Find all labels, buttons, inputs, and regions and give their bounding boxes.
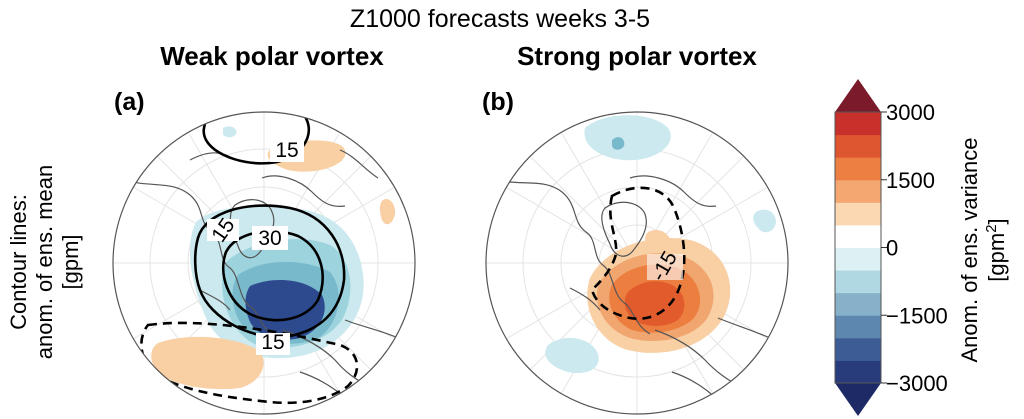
colorbar-bins — [835, 112, 881, 384]
panel-a-shading — [151, 126, 396, 390]
panel-a-contour-labels: 15 15 15 15 30 — [207, 88, 304, 355]
ylabel-line-2: anom. of ens. mean — [32, 165, 57, 359]
panel-b-pos-deep-region — [624, 281, 685, 326]
panel-a-contour-15-main — [193, 204, 346, 339]
panel-a-contour-label: 15 — [261, 331, 284, 354]
colorbar: 3000 1500 0 −1500 −3000 Anom. of ens. varian… — [834, 79, 1009, 416]
panel-a-contour-label: 15 — [229, 88, 252, 111]
colorbar-bin — [835, 179, 881, 203]
colorbar-bin — [835, 112, 881, 136]
colorbar-bin — [835, 134, 881, 158]
panel-a-label: (a) — [114, 88, 145, 116]
colorbar-bin — [835, 157, 881, 181]
panel-a-map-border — [112, 111, 416, 415]
panel-a-map-content: 15 15 15 15 30 — [113, 88, 415, 414]
panel-b-map-border — [485, 111, 789, 415]
colorbar-bin — [835, 224, 881, 248]
colorbar-label-line1: Anom. of ens. variance — [957, 137, 982, 362]
panel-a-title: Weak polar vortex — [160, 41, 384, 71]
colorbar-extend-max — [835, 79, 881, 112]
colorbar-bin — [835, 337, 881, 361]
panel-a-pos-atlantic — [151, 336, 264, 390]
colorbar-extend-min — [835, 383, 881, 416]
panel-a-contour-label: 15 — [275, 139, 298, 162]
colorbar-label: Anom. of ens. variance [gpm2] — [957, 137, 1009, 362]
panel-b-neg-north-core — [612, 137, 625, 150]
panel-a-pos-east — [379, 198, 396, 225]
panel-b-graticule — [486, 112, 788, 414]
colorbar-tick-label: 1500 — [886, 168, 935, 193]
colorbar-tick-label: −1500 — [886, 303, 948, 328]
colorbar-unit-sup: 2 — [983, 224, 1000, 232]
panel-b-title: Strong polar vortex — [517, 41, 757, 71]
panel-b-pos-arm — [645, 229, 672, 259]
colorbar-bin — [835, 315, 881, 339]
colorbar-bin — [835, 202, 881, 226]
panel-b-label: (b) — [482, 88, 514, 116]
left-axis-label: Contour lines: anom. of ens. mean [gpm] — [6, 165, 83, 359]
panel-b-neg-north — [584, 115, 671, 161]
colorbar-bin — [835, 360, 881, 384]
figure-suptitle: Z1000 forecasts weeks 3-5 — [350, 5, 650, 33]
ylabel-line-3: [gpm] — [58, 234, 83, 289]
panel-a-neg-deep-region — [245, 279, 325, 340]
colorbar-tick-label: 3000 — [886, 100, 935, 125]
colorbar-ticks: 3000 1500 0 −1500 −3000 — [881, 100, 948, 396]
panel-b-map-content: -15 — [486, 112, 788, 414]
colorbar-bin — [835, 292, 881, 316]
colorbar-unit-line: [gpm2] — [983, 218, 1009, 281]
panel-b: Strong polar vortex (b) — [482, 41, 789, 415]
colorbar-unit-close: ] — [984, 218, 1009, 224]
colorbar-tick-label: −3000 — [886, 371, 948, 396]
panel-a-contour-15-north — [202, 112, 311, 165]
panel-b-neg-west — [545, 337, 599, 374]
panel-a: Weak polar vortex (a) — [112, 41, 416, 415]
panel-a-contour-label: 30 — [258, 227, 281, 250]
colorbar-tick-label: 0 — [886, 236, 898, 261]
panel-b-neg-east — [753, 209, 776, 233]
panel-a-neg-small-north — [223, 126, 237, 138]
panel-b-shading — [545, 115, 776, 374]
colorbar-bin — [835, 247, 881, 271]
colorbar-unit-base: [gpm — [984, 233, 1009, 282]
ylabel-line-1: Contour lines: — [6, 194, 31, 330]
colorbar-bin — [835, 270, 881, 294]
